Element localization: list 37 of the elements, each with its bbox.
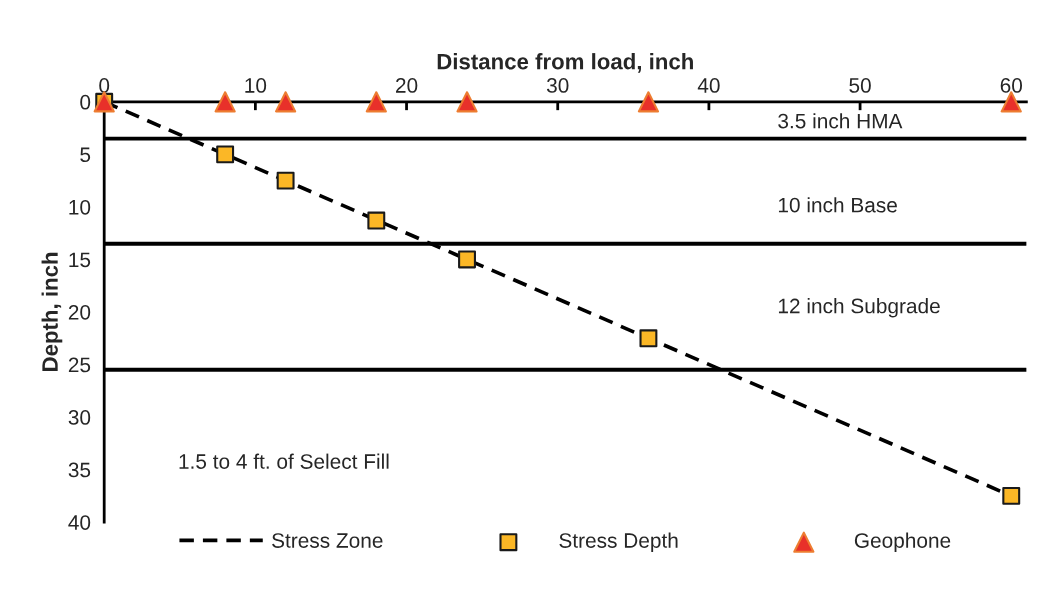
y-tick-label: 35 (68, 462, 91, 478)
y-tick-label: 5 (80, 147, 91, 163)
point (458, 250, 476, 269)
x-tick-label: 10 (245, 78, 267, 93)
point (365, 91, 387, 113)
x-tick-label: 20 (396, 78, 418, 93)
y-tick-label: 0 (80, 94, 91, 110)
y-tick-label: 20 (68, 304, 91, 320)
y-tick-label: 30 (68, 410, 91, 425)
x-tick-label: 0 (99, 78, 110, 93)
x-tick-label: 40 (697, 78, 720, 93)
point (275, 91, 297, 113)
point (456, 91, 478, 113)
point (1002, 486, 1021, 505)
y-tick-label: 25 (68, 357, 91, 373)
point (637, 91, 660, 113)
x-tick-label: 60 (1000, 78, 1023, 93)
point (1000, 91, 1022, 113)
legend-label: Geophone (854, 532, 951, 552)
annotation: 3.5 inch HMA (778, 113, 903, 129)
y-axis-title: Depth, inch (41, 252, 63, 371)
point (216, 145, 235, 164)
x-tick-label: 50 (849, 78, 871, 93)
y-tick-label: 15 (69, 252, 91, 268)
annotation: 1.5 to 4 ft. of Select Fill (179, 453, 389, 469)
x-axis-title: Distance from load, inch (437, 53, 693, 73)
x-tick-label: 30 (546, 78, 569, 93)
point (276, 171, 295, 190)
point (367, 211, 386, 230)
point (639, 329, 658, 348)
legend-label: Stress Zone (272, 533, 383, 548)
annotation: 12 inch Subgrade (778, 298, 940, 318)
annotation: 10 inch Base (778, 197, 897, 213)
y-tick-label: 10 (69, 199, 91, 215)
point (214, 91, 236, 113)
legend-label: Stress Depth (559, 532, 678, 552)
y-tick-label: 40 (68, 515, 91, 530)
